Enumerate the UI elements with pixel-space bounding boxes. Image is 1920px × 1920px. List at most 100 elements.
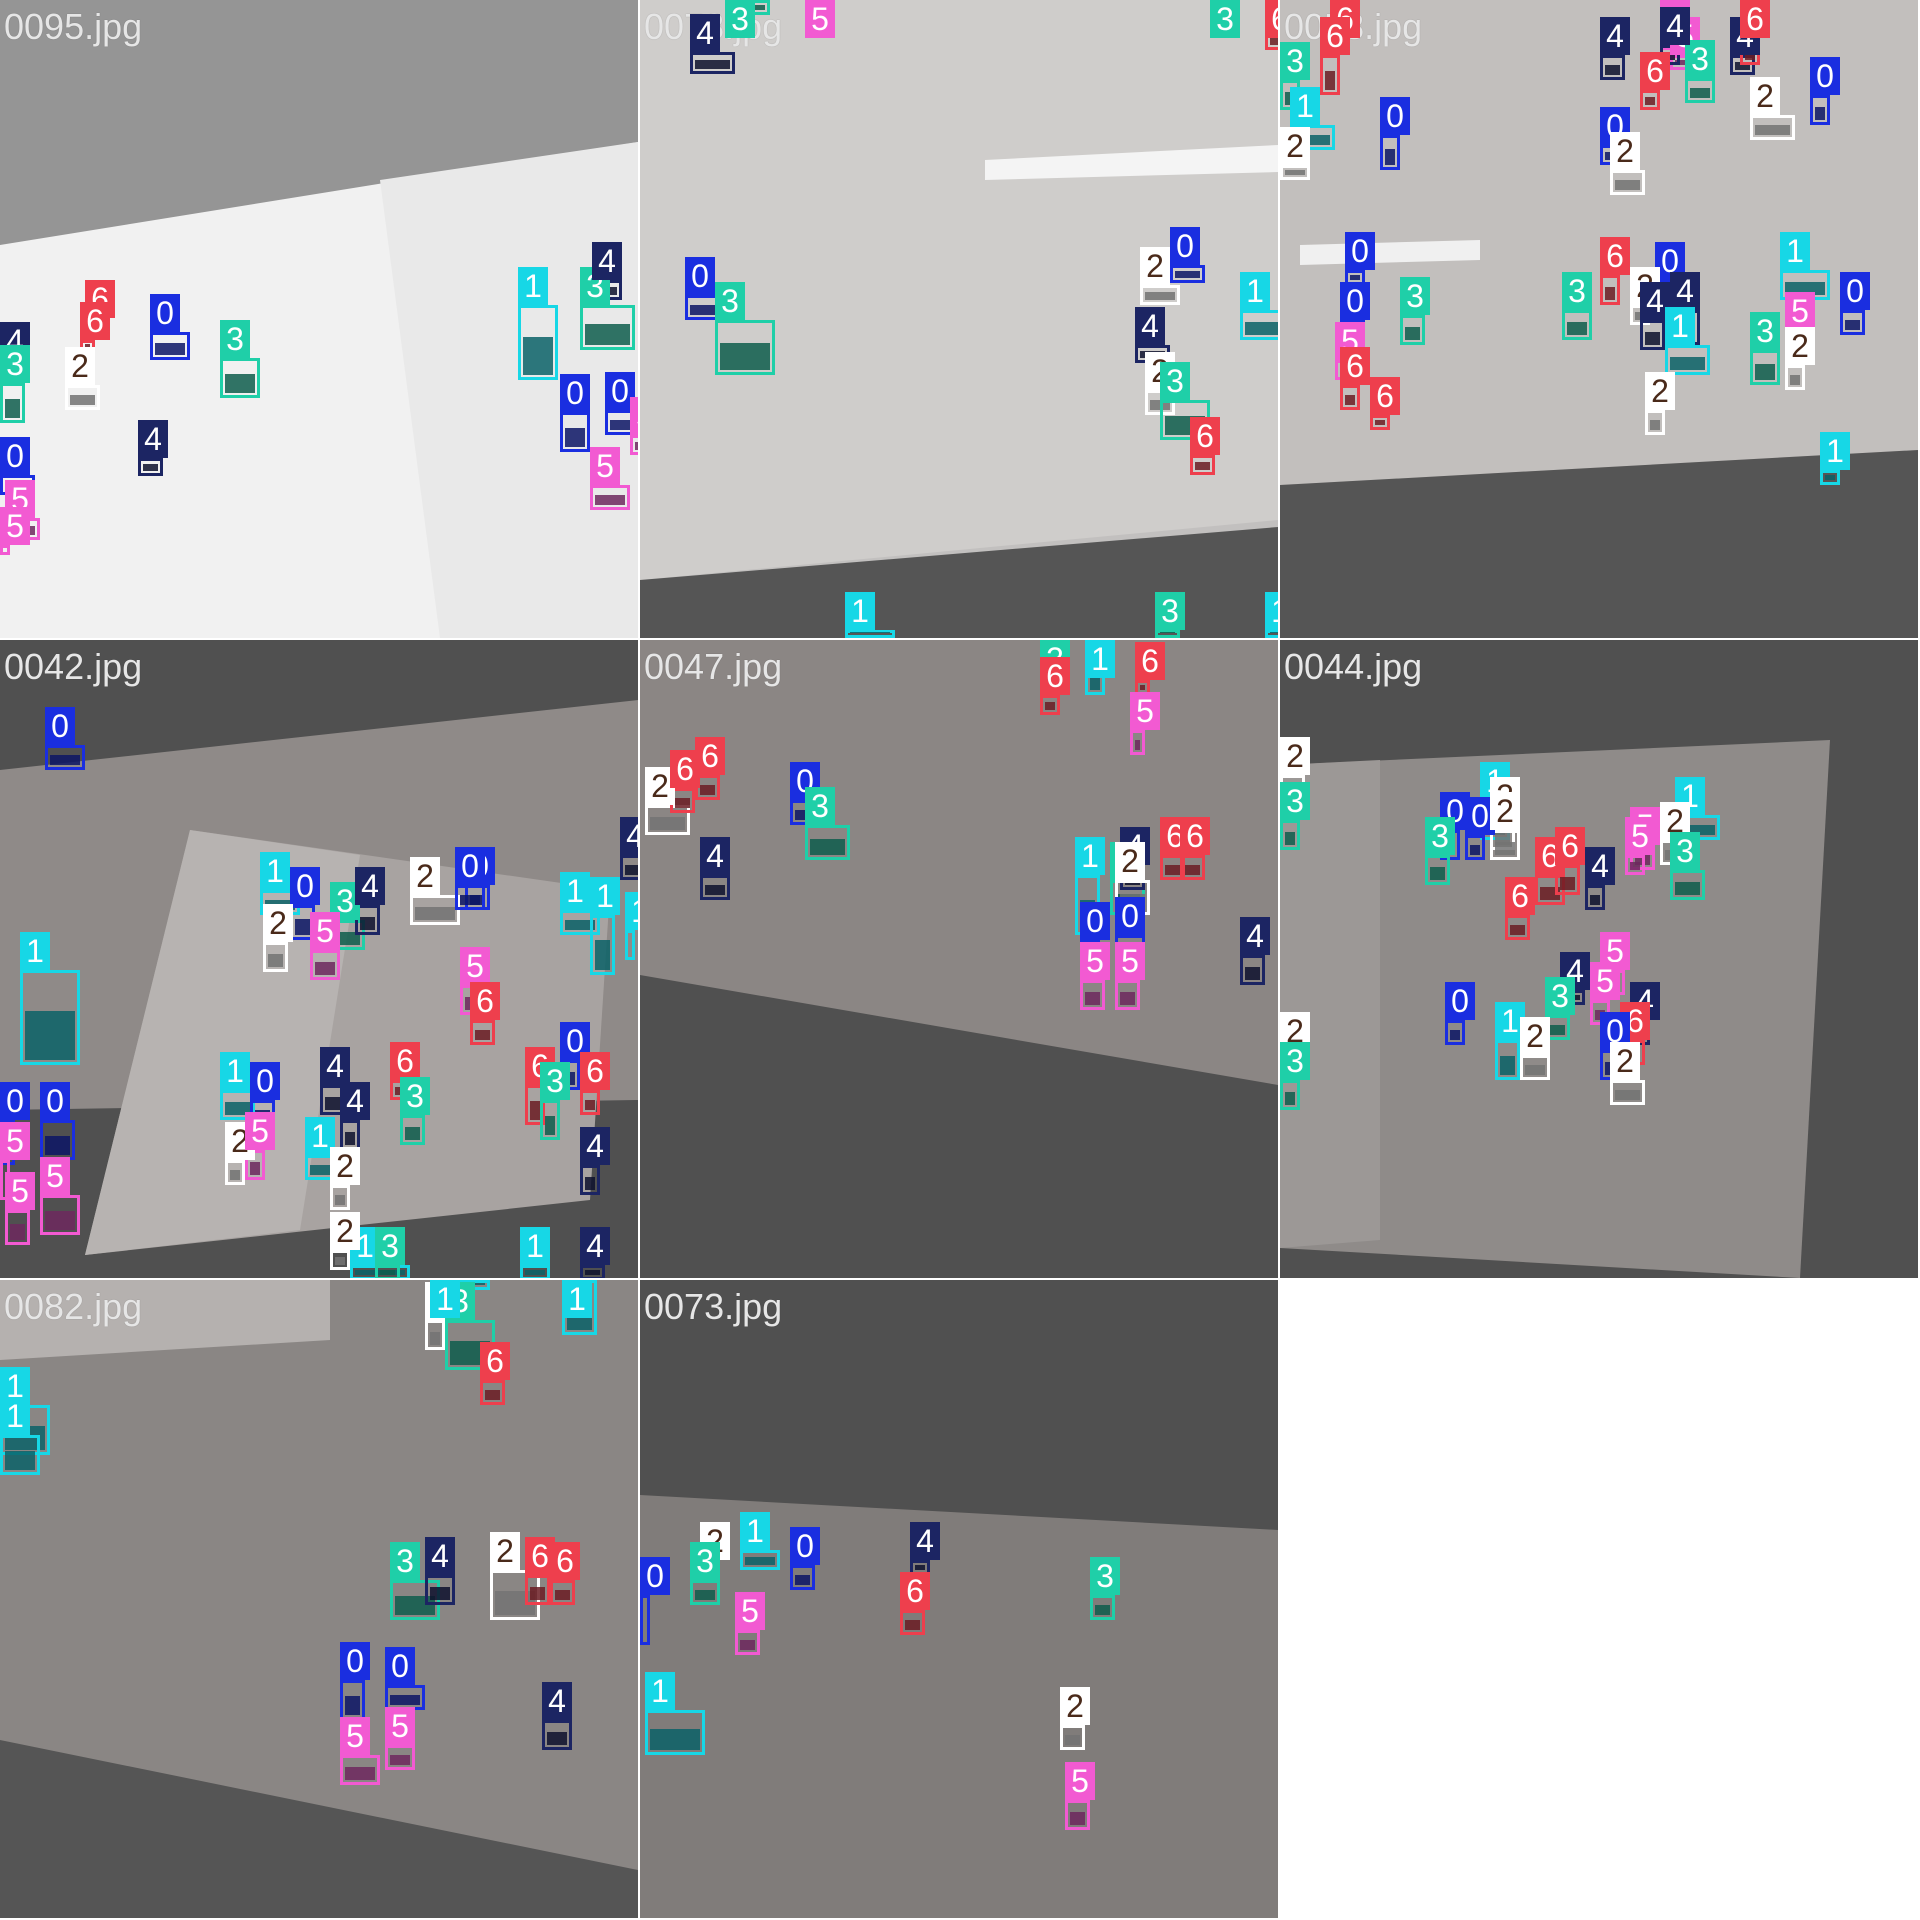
class-label: 1 — [560, 872, 590, 910]
object-patch — [650, 1728, 700, 1750]
class-label: 5 — [310, 912, 340, 950]
class-label: 3 — [400, 1077, 430, 1115]
bounding-box — [845, 630, 895, 638]
bounding-box — [1785, 365, 1805, 390]
class-label: 4 — [700, 837, 730, 875]
object-patch — [1285, 1091, 1295, 1105]
object-patch — [635, 442, 638, 450]
object-patch — [1325, 71, 1335, 90]
bounding-box — [1130, 730, 1145, 755]
bounding-box — [425, 1320, 445, 1350]
class-label: 5 — [805, 0, 835, 38]
class-label: 4 — [1240, 917, 1270, 955]
scene-background — [0, 0, 638, 638]
bounding-box — [1240, 310, 1278, 340]
image-tile: 0044.jpg231003226412535664554301260223 — [1280, 640, 1918, 1278]
bounding-box — [1562, 310, 1592, 340]
class-label: 4 — [592, 242, 622, 280]
object-patch — [565, 1071, 575, 1085]
scene-surface — [1280, 760, 1380, 1248]
class-label: 0 — [0, 437, 30, 475]
class-label: 3 — [540, 1062, 570, 1100]
object-patch — [1605, 286, 1615, 300]
class-label: 0 — [45, 707, 75, 745]
class-label: 1 — [20, 932, 50, 970]
class-label: 6 — [1555, 827, 1585, 865]
class-label: 3 — [1425, 817, 1455, 855]
object-patch — [595, 494, 625, 505]
bounding-box — [1240, 955, 1265, 985]
object-patch — [475, 1029, 490, 1040]
class-label: 0 — [455, 847, 485, 885]
class-label: 6 — [695, 737, 725, 775]
object-patch — [250, 1161, 260, 1175]
object-patch — [745, 1557, 775, 1565]
class-label: 5 — [340, 1717, 370, 1755]
class-label: 2 — [1785, 327, 1815, 365]
image-tile: 0078.jpg354360320154236131 — [640, 0, 1278, 638]
class-label: 5 — [460, 947, 490, 985]
object-patch — [915, 1565, 925, 1570]
class-label: 4 — [910, 1522, 940, 1560]
object-patch — [1735, 62, 1750, 70]
object-patch — [1645, 331, 1660, 345]
object-patch — [1615, 179, 1640, 190]
scene-surface — [640, 0, 1278, 580]
bounding-box — [355, 905, 380, 935]
bounding-box — [630, 435, 638, 455]
object-patch — [595, 940, 610, 970]
object-patch — [1065, 1734, 1080, 1745]
object-patch — [1675, 60, 1685, 65]
class-label: 1 — [740, 1512, 770, 1550]
bounding-box — [645, 805, 690, 835]
object-patch — [740, 1639, 755, 1650]
object-patch — [155, 342, 185, 355]
bounding-box — [1140, 285, 1180, 305]
object-patch — [1135, 739, 1140, 750]
bounding-box — [590, 485, 630, 510]
bounding-box — [1280, 165, 1310, 180]
class-label: 6 — [1180, 817, 1210, 855]
bounding-box — [5, 1210, 30, 1245]
class-label: 2 — [1140, 247, 1170, 285]
bounding-box — [1445, 1020, 1465, 1045]
class-label: 2 — [1610, 1042, 1640, 1080]
class-label: 6 — [550, 1542, 580, 1580]
object-patch — [1405, 326, 1420, 340]
bounding-box — [1425, 855, 1450, 885]
class-label: 0 — [1080, 902, 1110, 940]
bounding-box — [1640, 90, 1660, 110]
bounding-box — [1600, 275, 1620, 305]
bounding-box — [1065, 1800, 1090, 1830]
object-patch — [1510, 924, 1525, 935]
bounding-box — [1610, 170, 1645, 195]
bounding-box — [65, 385, 100, 410]
bounding-box — [580, 305, 635, 350]
bounding-box — [330, 1185, 350, 1210]
class-label: 1 — [562, 1280, 592, 1318]
object-patch — [1500, 1056, 1515, 1075]
bounding-box — [245, 1150, 265, 1180]
class-label: 2 — [65, 347, 95, 385]
bounding-box — [1665, 345, 1710, 375]
bounding-box — [340, 1755, 380, 1785]
bounding-box — [330, 1250, 350, 1270]
bounding-box — [900, 1610, 925, 1635]
bounding-box — [0, 545, 10, 555]
scene-surface — [1280, 0, 1918, 485]
object-patch — [415, 906, 455, 920]
object-patch — [1450, 1029, 1460, 1040]
object-patch — [345, 1766, 375, 1780]
bounding-box — [1670, 870, 1705, 900]
scene-surface — [1280, 450, 1918, 638]
object-patch — [143, 464, 158, 471]
image-tile: 0058.jpg66554466330012200260241003354153… — [1280, 0, 1918, 638]
object-patch — [1430, 866, 1445, 880]
object-patch — [1195, 462, 1210, 470]
object-patch — [1590, 894, 1600, 905]
object-patch — [1175, 271, 1200, 278]
object-patch — [1070, 1811, 1085, 1825]
class-label: 5 — [0, 1122, 30, 1160]
bounding-box — [525, 1085, 545, 1125]
object-patch — [45, 1136, 70, 1155]
